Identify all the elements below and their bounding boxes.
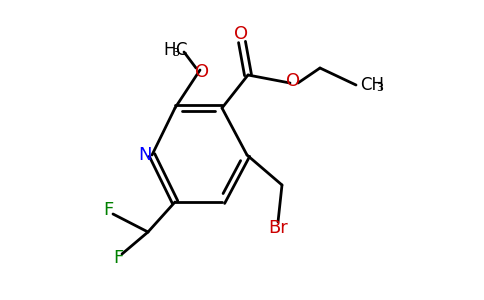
Text: 3: 3 <box>376 83 383 93</box>
Text: O: O <box>195 63 209 81</box>
Text: O: O <box>234 25 248 43</box>
Text: F: F <box>103 201 113 219</box>
Text: C: C <box>175 41 187 59</box>
Text: CH: CH <box>360 76 384 94</box>
Text: H: H <box>164 41 176 59</box>
Text: O: O <box>286 72 300 90</box>
Text: F: F <box>113 249 123 267</box>
Text: N: N <box>138 146 152 164</box>
Text: Br: Br <box>268 219 288 237</box>
Text: 3: 3 <box>172 48 180 58</box>
